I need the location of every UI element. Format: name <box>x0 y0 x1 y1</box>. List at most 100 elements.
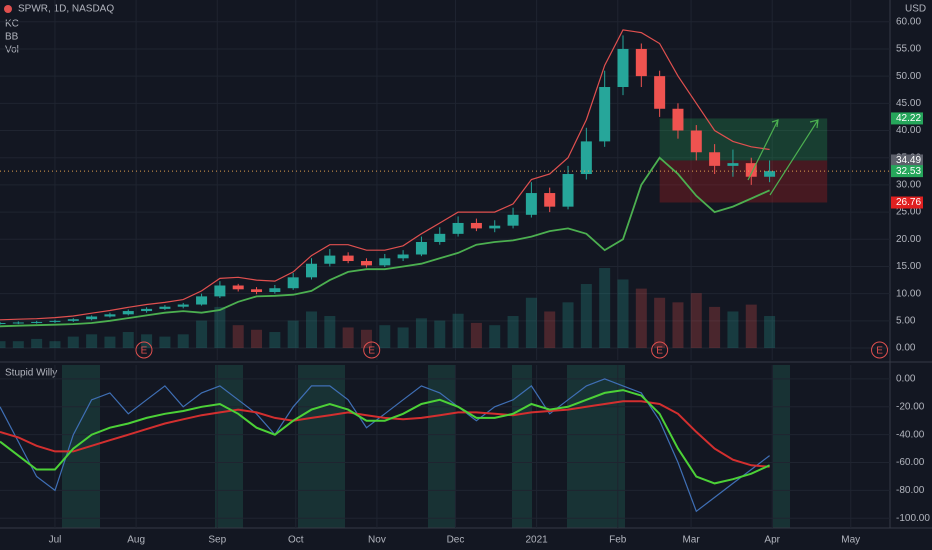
y-tick-label: -40.00 <box>896 429 925 440</box>
price-label: 34.49 <box>896 155 921 166</box>
volume-bar <box>562 302 574 349</box>
candle-body <box>617 48 629 88</box>
volume-bar <box>599 268 611 349</box>
earnings-label: E <box>656 346 663 357</box>
indicator-line <box>0 378 770 513</box>
volume-bar <box>617 279 629 349</box>
volume-bar <box>287 320 299 349</box>
volume-bar <box>86 334 98 349</box>
candle-body <box>0 323 6 325</box>
y-tick-label: 30.00 <box>896 180 921 191</box>
x-tick-label: 2021 <box>525 535 548 546</box>
candle-body <box>452 222 464 234</box>
indicator-line <box>0 389 771 485</box>
candle-body <box>67 319 79 321</box>
candle-body <box>654 76 666 109</box>
price-label-box <box>891 196 923 209</box>
volume-bar <box>12 341 24 349</box>
legend-vol: Vol <box>5 45 19 56</box>
position-profit <box>659 118 828 161</box>
y-tick-label: -80.00 <box>896 485 925 496</box>
y-tick-label: -20.00 <box>896 401 925 412</box>
y-tick-label: -100.00 <box>896 513 930 524</box>
x-tick-label: Sep <box>208 535 226 546</box>
zone <box>773 365 790 528</box>
volume-bar <box>379 325 391 349</box>
candle-body <box>690 130 702 153</box>
zone <box>512 365 532 528</box>
volume-bar <box>672 302 684 349</box>
y-tick-label: 15.00 <box>896 261 921 272</box>
zone <box>298 365 345 528</box>
candle-body <box>122 311 134 315</box>
volume-bar <box>544 311 556 349</box>
x-tick-label: Jul <box>49 535 62 546</box>
indicator-line <box>0 400 770 468</box>
currency: USD <box>905 4 926 15</box>
candle-body <box>470 222 482 229</box>
x-tick-label: Feb <box>609 535 627 546</box>
price-label: 26.76 <box>896 197 921 208</box>
y-tick-label: -60.00 <box>896 457 925 468</box>
volume-bar <box>232 325 244 349</box>
y-tick-label: 45.00 <box>896 98 921 109</box>
volume-bar <box>0 341 6 349</box>
candle-body <box>635 48 647 77</box>
volume-bar <box>415 318 427 349</box>
candle-body <box>397 254 409 259</box>
candle-body <box>525 193 537 215</box>
candle-body <box>104 314 116 317</box>
volume-bar <box>177 334 189 349</box>
x-tick-label: Dec <box>447 535 465 546</box>
earnings-marker <box>135 341 153 359</box>
candle-body <box>306 263 317 278</box>
legend-bb: BB <box>5 32 19 43</box>
x-tick-label: Aug <box>127 535 145 546</box>
position-loss <box>659 160 828 203</box>
volume-bar <box>159 336 171 349</box>
earnings-marker <box>363 341 381 359</box>
price-label-box <box>891 154 923 167</box>
earnings-marker <box>651 341 669 359</box>
y-tick-label: 55.00 <box>896 44 921 55</box>
candle-body <box>232 285 244 290</box>
x-tick-label: Oct <box>288 535 304 546</box>
volume-bar <box>104 336 116 349</box>
volume-bar <box>269 332 281 349</box>
y-tick-label: 10.00 <box>896 288 921 299</box>
band-line <box>0 29 770 321</box>
candle-body <box>544 193 556 207</box>
y-tick-label: 40.00 <box>896 125 921 136</box>
candle-body <box>251 289 263 293</box>
x-tick-label: Apr <box>764 535 780 546</box>
y-tick-label: 20.00 <box>896 234 921 245</box>
candle-body <box>214 285 226 297</box>
volume-bar <box>196 320 208 349</box>
volume-bar <box>452 313 464 349</box>
candle-body <box>86 316 98 320</box>
candle-body <box>31 321 43 323</box>
volume-bar <box>525 297 537 349</box>
volume-bar <box>251 329 263 349</box>
candle-body <box>287 277 299 289</box>
earnings-label: E <box>141 346 148 357</box>
zone <box>567 365 625 528</box>
y-tick-label: 60.00 <box>896 16 921 27</box>
volume-bar <box>214 306 226 349</box>
legend-kc: KC <box>5 19 19 30</box>
earnings-label: E <box>368 346 375 357</box>
earnings-label: E <box>876 346 883 357</box>
x-tick-label: Nov <box>368 535 386 546</box>
y-tick-label: 5.00 <box>896 315 916 326</box>
volume-bar <box>745 304 757 349</box>
y-tick-label: 50.00 <box>896 71 921 82</box>
volume-bar <box>31 338 43 349</box>
x-tick-label: Mar <box>682 535 700 546</box>
zone <box>62 365 100 528</box>
volume-bar <box>67 336 79 349</box>
indicator-title: Stupid Willy <box>5 368 57 379</box>
candle-body <box>580 141 592 175</box>
symbol-icon <box>4 5 12 13</box>
